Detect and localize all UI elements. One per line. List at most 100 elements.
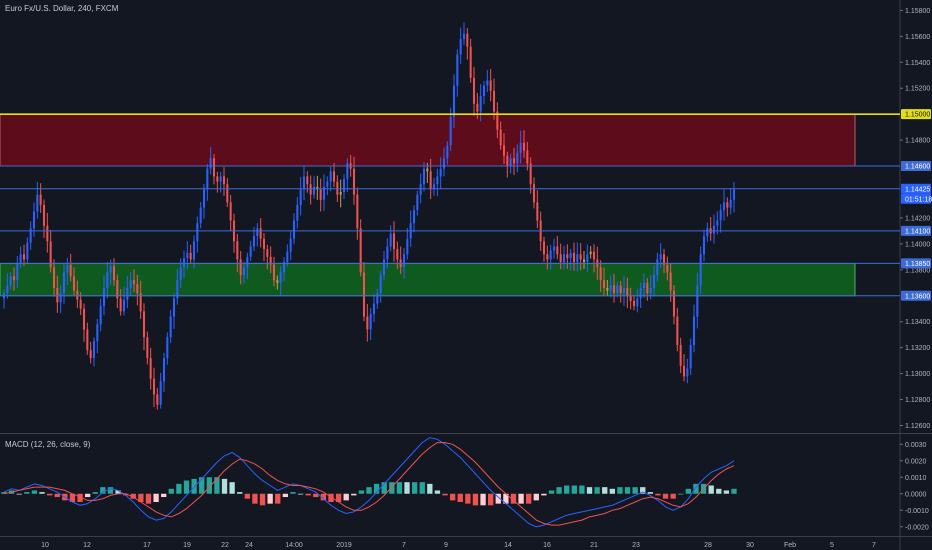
candle-body <box>222 176 226 185</box>
candle-body <box>176 280 179 299</box>
macd-histogram-bar <box>123 493 129 496</box>
candle-body <box>286 251 289 263</box>
candle-body <box>42 204 46 226</box>
candle-body <box>636 298 639 307</box>
candle-body <box>166 337 169 359</box>
time-axis-label: 9 <box>444 542 448 549</box>
candle-body <box>276 280 279 283</box>
macd-title: MACD (12, 26, close, 9) <box>5 440 91 449</box>
time-axis-label: 16 <box>543 542 551 549</box>
macd-histogram-bar <box>449 493 456 501</box>
candle-body <box>39 194 42 205</box>
candle-body <box>309 184 312 195</box>
candle-body <box>432 184 436 190</box>
candle-body <box>682 365 686 377</box>
level-tag-text: 1.14600 <box>905 164 930 171</box>
candle-body <box>112 265 116 281</box>
macd-histogram-bar <box>46 493 53 496</box>
level-tag-text: 1.14100 <box>905 228 930 235</box>
candle-body <box>722 202 726 211</box>
candle-body <box>122 299 126 312</box>
candle-body <box>292 220 296 239</box>
macd-histogram-bar <box>480 493 486 506</box>
candle-body <box>416 194 419 211</box>
candle-body <box>679 345 682 366</box>
candle-body <box>646 282 649 294</box>
macd-histogram-bar <box>411 482 418 494</box>
macd-histogram-bar <box>427 483 433 494</box>
level-tag-1.13850 <box>901 258 931 269</box>
candle-body <box>236 241 239 260</box>
candle-body <box>686 368 689 377</box>
macd-axis-label: 0.0020 <box>905 458 927 465</box>
candle-body <box>96 324 99 342</box>
candle-body <box>622 288 626 294</box>
macd-histogram-bar <box>199 477 205 494</box>
price-axis-label: 1.12600 <box>905 423 930 430</box>
candle-body <box>379 275 382 294</box>
candle-body <box>689 345 692 369</box>
candle-body <box>49 241 52 268</box>
candle-body <box>496 111 499 130</box>
macd-histogram-bar <box>176 483 182 494</box>
macd-histogram-bar <box>373 483 380 494</box>
candle-body <box>502 145 506 156</box>
candle-body <box>202 189 206 208</box>
candle-body <box>269 256 272 265</box>
macd-histogram-bar <box>693 483 699 494</box>
macd-histogram-bar <box>275 493 281 504</box>
candle-body <box>632 300 636 307</box>
macd-histogram-bar <box>510 493 517 504</box>
candle-body <box>522 142 526 151</box>
time-axis-label: 14:00 <box>285 542 303 549</box>
level-tag-text: 1.14425 <box>905 186 930 193</box>
candle-body <box>282 262 286 273</box>
candle-body <box>116 280 119 299</box>
candle-body <box>22 254 26 260</box>
time-axis-label: 17 <box>143 542 151 549</box>
candle-body <box>559 254 562 263</box>
candle-body <box>229 202 232 221</box>
macd-histogram-bar <box>495 493 501 504</box>
candle-body <box>706 228 709 237</box>
macd-axis-label: 0.0010 <box>905 475 927 482</box>
candle-body <box>262 238 266 250</box>
candle-body <box>666 264 669 273</box>
macd-histogram-bar <box>24 492 30 494</box>
candle-body <box>599 267 602 281</box>
candle-body <box>302 176 306 190</box>
level-tag-1.14100 <box>901 225 931 236</box>
candle-body <box>669 272 672 291</box>
candle-body <box>99 306 102 325</box>
candle-body <box>76 290 79 300</box>
time-axis-label: 28 <box>704 542 712 549</box>
macd-histogram-bar <box>115 490 121 494</box>
candle-body <box>629 295 632 301</box>
resistance-zone <box>0 113 856 167</box>
macd-histogram-bar <box>472 493 479 506</box>
candle-body <box>312 186 316 195</box>
macd-histogram-bar <box>313 493 319 498</box>
candle-body <box>92 341 96 359</box>
candle-body <box>56 288 59 303</box>
candle-body <box>656 259 659 276</box>
level-tag-1.14600 <box>901 161 931 172</box>
time-axis-label: 2019 <box>336 542 352 549</box>
candle-body <box>659 254 662 260</box>
candle-body <box>452 85 456 117</box>
macd-histogram-bar <box>351 493 357 496</box>
level-tag-1.13600 <box>901 290 931 301</box>
candle-body <box>649 288 652 294</box>
candle-body <box>466 33 469 47</box>
macd-histogram-bar <box>457 493 463 502</box>
macd-histogram-bar <box>297 493 304 495</box>
candle-body <box>102 288 106 307</box>
macd-histogram-bar <box>191 478 197 494</box>
candle-body <box>146 337 149 359</box>
macd-histogram-bar <box>153 493 159 502</box>
macd-axis-label: -0.0020 <box>905 524 929 531</box>
macd-histogram-bar <box>221 478 228 494</box>
candle-body <box>469 46 472 78</box>
candle-body <box>109 265 112 273</box>
